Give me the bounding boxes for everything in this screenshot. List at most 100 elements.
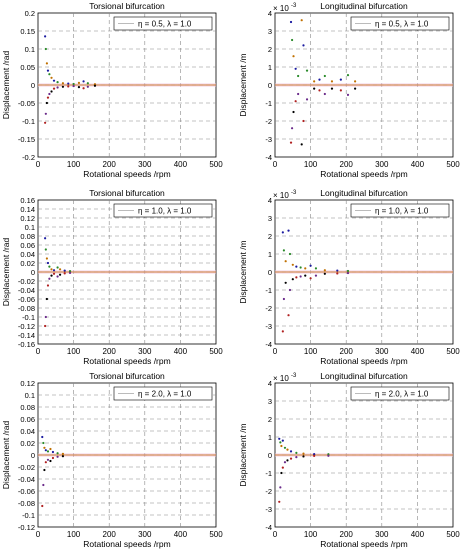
y-tick-label: 0.02	[20, 259, 35, 268]
y-tick-label: -4	[265, 340, 272, 349]
legend-entry: η = 1.0, λ = 1.0	[375, 207, 429, 216]
y-tick-label: -0.06	[18, 487, 35, 496]
data-point	[302, 44, 305, 47]
data-point	[300, 19, 303, 22]
data-point	[82, 87, 85, 90]
data-point	[299, 266, 302, 269]
data-point	[318, 89, 321, 92]
data-point	[46, 284, 50, 287]
x-axis-label: Rotational speeds /rpm	[83, 356, 170, 366]
data-point	[282, 297, 285, 301]
data-point	[46, 69, 50, 72]
data-point	[68, 271, 72, 274]
chart-panel-6: 0 100 200 300 400 500 -4 -3 -2 -1 0 1 2 3 4 Longitudina…	[238, 371, 460, 549]
data-point	[49, 459, 52, 463]
chart-title: Torsional bifurcation	[89, 1, 165, 11]
y-tick-label: 0.12	[20, 379, 35, 388]
legend-box	[350, 203, 450, 218]
data-point	[336, 269, 339, 272]
data-point	[44, 315, 47, 319]
y-tick-label: 4	[268, 196, 272, 205]
data-point	[289, 141, 293, 144]
data-point	[294, 67, 297, 70]
data-point	[67, 82, 70, 85]
y-tick-label: 0.06	[20, 415, 35, 424]
data-point	[41, 504, 44, 508]
data-point	[284, 260, 287, 263]
y-tick-label: 3	[268, 214, 272, 223]
data-point	[56, 81, 59, 84]
data-point	[330, 87, 334, 90]
data-point	[45, 101, 49, 105]
x-tick-label: 300	[375, 160, 389, 169]
data-point	[354, 87, 357, 90]
data-point	[58, 273, 62, 276]
y-tick-label: -0.1	[22, 313, 35, 322]
y-axis-label: Displacement /m	[238, 53, 248, 116]
data-point	[63, 272, 66, 275]
x-tick-label: 200	[103, 530, 117, 539]
data-point	[46, 450, 50, 453]
x-tick-label: 0	[36, 160, 41, 169]
data-point	[50, 268, 53, 271]
y-axis-label: Displacement /rad	[1, 420, 11, 489]
y-tick-label: 3	[268, 397, 272, 406]
y-tick-label: 0	[268, 268, 272, 277]
data-point	[42, 441, 45, 445]
data-point	[318, 78, 321, 81]
data-point	[46, 96, 50, 99]
data-point	[299, 275, 302, 278]
data-point	[313, 87, 316, 90]
data-point	[49, 447, 52, 451]
y-tick-label: 2	[268, 415, 272, 424]
data-point	[52, 87, 56, 90]
data-point	[304, 267, 307, 270]
data-point	[278, 500, 281, 503]
x-tick-label: 200	[103, 347, 117, 356]
data-point	[41, 435, 44, 439]
data-point	[48, 265, 51, 268]
data-point	[48, 277, 51, 280]
data-point	[51, 456, 55, 460]
data-point	[86, 85, 89, 88]
data-point	[42, 483, 45, 487]
x-tick-label: 0	[273, 160, 278, 169]
data-point	[283, 461, 287, 464]
data-point	[290, 127, 294, 130]
legend-entry: η = 2.0, λ = 1.0	[138, 390, 192, 399]
y-tick-label: 1	[268, 63, 272, 72]
data-point	[56, 452, 59, 455]
y-tick-label: 0.15	[20, 27, 35, 36]
y-tick-label: 0.1	[25, 45, 35, 54]
data-point	[281, 466, 284, 469]
chart-panel-1: 0 100 200 300 400 500 -0.2 -0.15 -0.1 -0.05 0 0.05 0…	[1, 1, 223, 179]
x-tick-label: 300	[138, 530, 152, 539]
legend-box	[350, 386, 450, 401]
x-tick-label: 500	[446, 347, 460, 356]
data-point	[313, 80, 316, 83]
data-point	[44, 461, 47, 464]
x-tick-label: 0	[36, 347, 41, 356]
y-tick-label: -1	[265, 286, 272, 295]
y-exponent-base: × 10	[273, 191, 289, 200]
data-point	[297, 92, 300, 96]
data-point	[50, 76, 53, 79]
chart-title: Torsional bifurcation	[89, 188, 165, 198]
y-tick-label: -4	[265, 523, 272, 532]
data-point	[287, 314, 290, 317]
y-tick-label: 0	[268, 451, 272, 460]
data-point	[45, 257, 49, 260]
y-tick-label: -2	[265, 117, 272, 126]
legend-box	[113, 386, 213, 401]
y-tick-label: -0.15	[18, 135, 35, 144]
x-tick-label: 300	[375, 530, 389, 539]
legend-box	[113, 203, 213, 218]
data-point	[295, 265, 298, 268]
x-tick-label: 500	[209, 160, 223, 169]
y-tick-label: -0.2	[22, 153, 35, 162]
y-tick-label: 1	[268, 250, 272, 259]
data-point	[302, 455, 305, 458]
data-point	[46, 261, 50, 265]
data-point	[56, 86, 59, 89]
